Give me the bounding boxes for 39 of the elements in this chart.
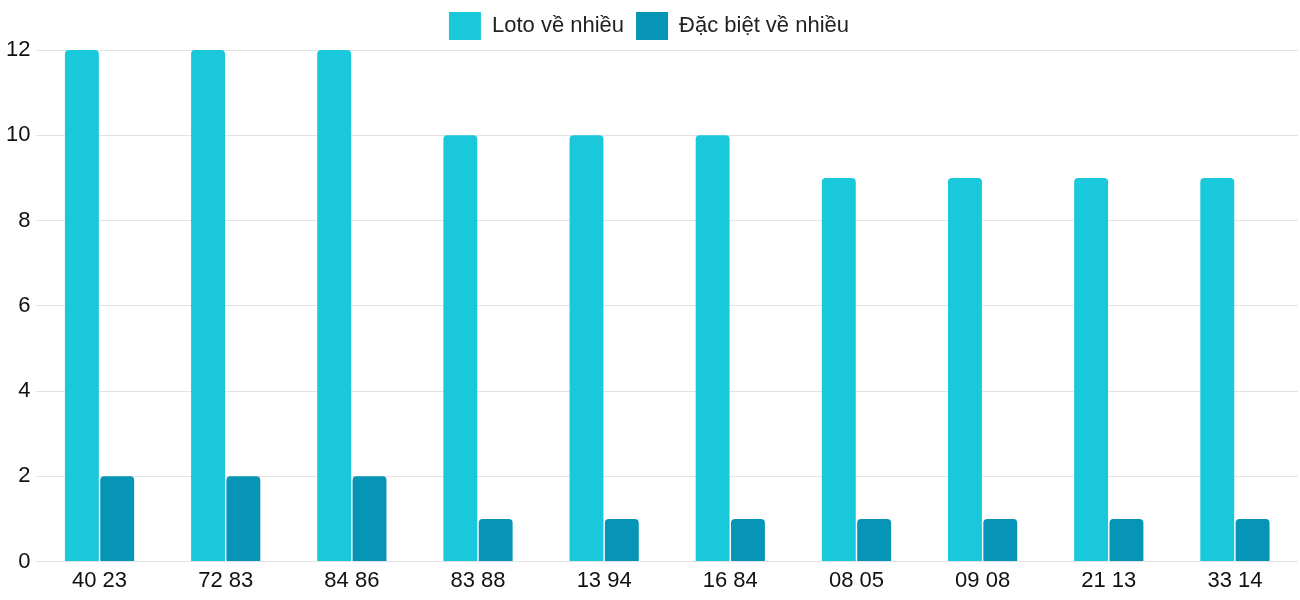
x-tick-label: 84 86 [324,566,380,592]
bar [1109,518,1144,562]
bar [478,518,513,562]
bar [604,518,639,562]
bar [64,50,99,562]
bar [821,177,856,562]
bar [352,476,387,562]
y-tick-label: 2 [18,462,31,488]
y-tick-label: 8 [18,206,31,232]
y-tick-label: 10 [5,121,31,147]
y-tick-label: 6 [18,291,31,317]
bar [317,50,352,562]
bar [731,518,765,562]
y-tick-label: 12 [5,36,31,62]
bar [1074,177,1109,562]
x-tick-label: 40 23 [72,566,128,592]
bar [191,50,225,562]
y-tick-label: 4 [18,377,31,403]
bar [857,518,892,562]
x-tick-label: 21 13 [1081,566,1137,592]
x-tick-label: 16 84 [702,566,758,592]
x-tick-label: 13 94 [576,566,632,592]
x-tick-label: 72 83 [198,566,254,592]
bar [569,135,604,562]
bar [983,518,1018,562]
legend-label: Đặc biệt về nhiều [679,12,850,38]
legend-label: Loto về nhiều [491,12,625,38]
bar [1235,518,1270,562]
x-tick-label: 83 88 [450,566,506,592]
bar [443,135,478,562]
bar [100,476,135,562]
x-tick-label: 33 14 [1207,566,1263,592]
x-tick-label: 08 05 [828,566,884,592]
bar [695,135,730,562]
bar [948,177,982,562]
x-tick-label: 09 08 [955,566,1011,592]
bar [1200,177,1235,562]
bar [226,476,261,562]
y-tick-label: 0 [18,547,31,573]
